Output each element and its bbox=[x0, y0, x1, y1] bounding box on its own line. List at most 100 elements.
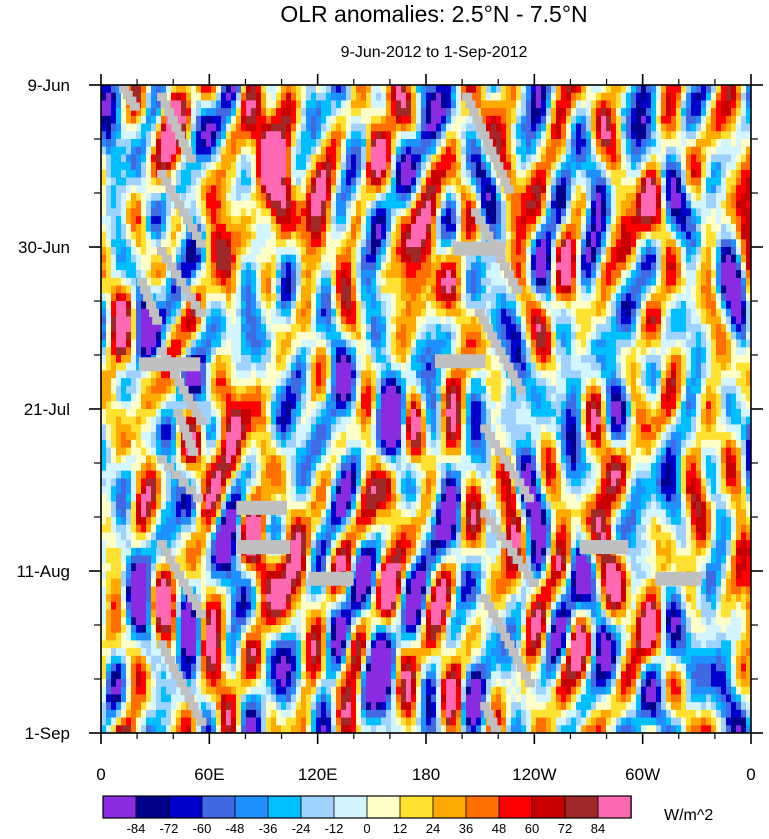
heat-cell bbox=[331, 100, 337, 109]
heat-cell bbox=[336, 223, 342, 232]
heat-cell bbox=[696, 154, 702, 163]
heat-cell bbox=[531, 169, 537, 178]
heat-cell bbox=[306, 339, 312, 348]
heat-cell bbox=[221, 324, 227, 333]
heat-cell bbox=[636, 293, 642, 302]
heat-cell bbox=[571, 339, 577, 348]
heat-cell bbox=[206, 100, 212, 109]
heat-cell bbox=[601, 355, 607, 364]
heat-cell bbox=[431, 162, 437, 171]
heat-cell bbox=[426, 308, 432, 317]
heat-cell bbox=[636, 270, 642, 279]
heat-cell bbox=[516, 316, 522, 325]
heat-cell bbox=[266, 301, 272, 310]
heat-cell bbox=[246, 331, 252, 340]
heat-cell bbox=[691, 146, 697, 155]
heat-cell bbox=[586, 139, 592, 148]
heat-cell bbox=[561, 316, 567, 325]
heat-cell bbox=[371, 285, 377, 294]
heat-cell bbox=[596, 154, 602, 163]
heat-cell bbox=[696, 131, 702, 140]
heat-cell bbox=[526, 370, 532, 379]
heat-cell bbox=[211, 108, 217, 117]
heat-cell bbox=[386, 339, 392, 348]
heat-cell bbox=[496, 277, 502, 286]
heat-cell bbox=[641, 347, 647, 356]
heat-cell bbox=[171, 146, 177, 155]
heat-cell bbox=[101, 123, 107, 132]
heat-cell bbox=[396, 162, 402, 171]
heat-cell bbox=[611, 154, 617, 163]
heat-cell bbox=[441, 185, 447, 194]
heat-cell bbox=[511, 177, 517, 186]
heat-cell bbox=[701, 216, 707, 225]
heat-cell bbox=[376, 100, 382, 109]
heat-cell bbox=[486, 115, 492, 124]
heat-cell bbox=[531, 254, 537, 263]
heat-cell bbox=[416, 293, 422, 302]
heat-cell bbox=[651, 131, 657, 140]
heat-cell bbox=[466, 154, 472, 163]
heat-cell bbox=[306, 216, 312, 225]
heat-cell bbox=[421, 316, 427, 325]
heat-cell bbox=[316, 108, 322, 117]
heat-cell bbox=[406, 331, 412, 340]
heat-cell bbox=[661, 85, 667, 94]
heat-cell bbox=[486, 254, 492, 263]
heat-cell bbox=[626, 277, 632, 286]
heat-cell bbox=[716, 162, 722, 171]
heat-cell bbox=[576, 177, 582, 186]
heat-cell bbox=[416, 347, 422, 356]
heat-cell bbox=[151, 108, 157, 117]
heat-cell bbox=[431, 308, 437, 317]
heat-cell bbox=[646, 223, 652, 232]
heat-cell bbox=[106, 115, 112, 124]
heat-cell bbox=[471, 301, 477, 310]
heat-cell bbox=[266, 85, 272, 94]
heat-cell bbox=[501, 308, 507, 317]
heat-cell bbox=[246, 239, 252, 248]
heat-cell bbox=[131, 85, 137, 94]
heat-cell bbox=[331, 262, 337, 271]
heat-cell bbox=[571, 331, 577, 340]
heat-cell bbox=[586, 370, 592, 379]
heat-cell bbox=[296, 185, 302, 194]
heat-cell bbox=[426, 208, 432, 217]
heat-cell bbox=[306, 193, 312, 202]
heat-cell bbox=[716, 355, 722, 364]
heat-cell bbox=[596, 162, 602, 171]
heat-cell bbox=[726, 316, 732, 325]
heat-cell bbox=[376, 231, 382, 240]
heat-cell bbox=[706, 162, 712, 171]
heat-cell bbox=[481, 85, 487, 94]
heat-cell bbox=[146, 270, 152, 279]
heat-cell bbox=[426, 162, 432, 171]
heat-cell bbox=[411, 301, 417, 310]
heat-cell bbox=[441, 301, 447, 310]
heat-cell bbox=[596, 247, 602, 256]
heat-cell bbox=[746, 339, 751, 348]
heat-cell bbox=[286, 285, 292, 294]
heat-cell bbox=[641, 293, 647, 302]
heat-cell bbox=[581, 231, 587, 240]
heat-cell bbox=[661, 162, 667, 171]
heat-cell bbox=[631, 239, 637, 248]
heat-cell bbox=[171, 301, 177, 310]
heat-cell bbox=[101, 108, 107, 117]
heat-cell bbox=[331, 169, 337, 178]
heat-cell bbox=[371, 139, 377, 148]
heat-cell bbox=[216, 285, 222, 294]
heat-cell bbox=[136, 331, 142, 340]
heat-cell bbox=[181, 85, 187, 94]
heat-cell bbox=[381, 108, 387, 117]
heat-cell bbox=[306, 293, 312, 302]
heat-cell bbox=[426, 301, 432, 310]
heat-cell bbox=[336, 208, 342, 217]
heat-cell bbox=[116, 200, 122, 209]
heat-cell bbox=[336, 139, 342, 148]
heat-cell bbox=[231, 193, 237, 202]
heat-cell bbox=[456, 231, 462, 240]
heat-cell bbox=[206, 254, 212, 263]
heat-cell bbox=[606, 131, 612, 140]
heat-cell bbox=[286, 115, 292, 124]
